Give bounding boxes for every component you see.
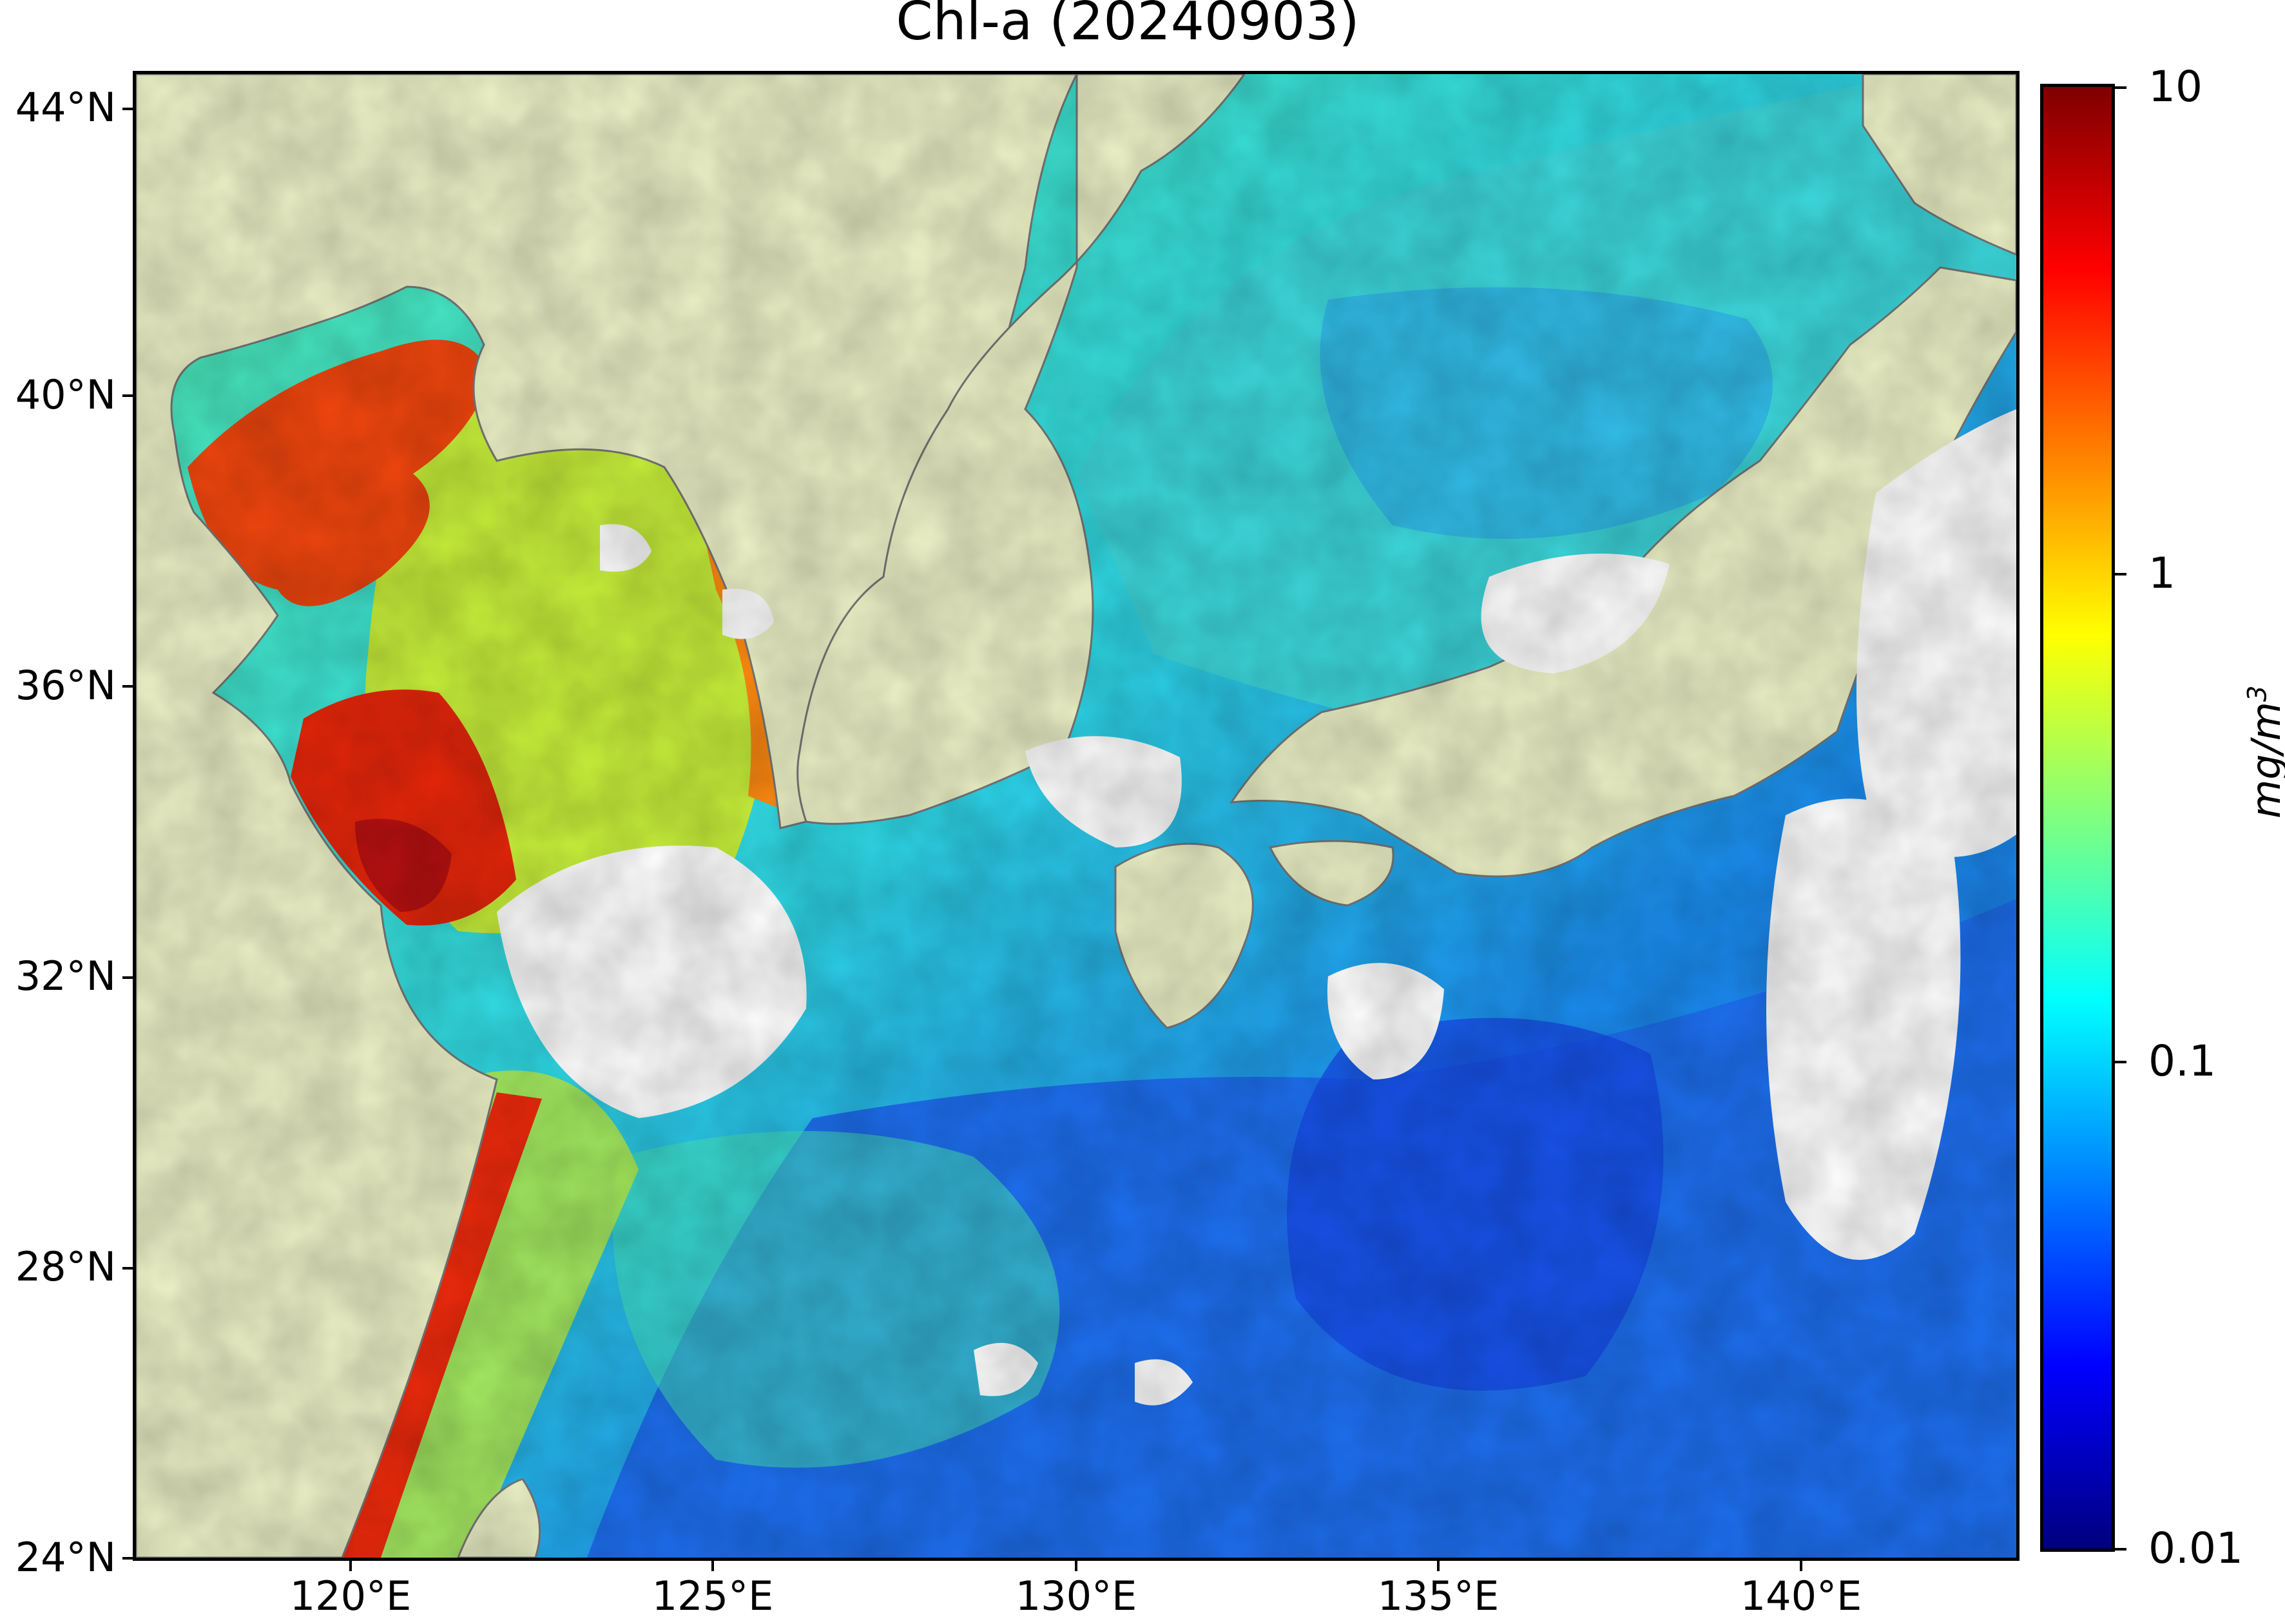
y-tick-mark (122, 108, 133, 110)
y-tick-label: 40°N (15, 371, 116, 418)
chart-title: Chl-a (20240903) (896, 0, 1360, 52)
x-tick-label: 125°E (651, 1572, 774, 1619)
colorbar-tick-mark (2115, 1548, 2126, 1551)
colorbar-tick-mark (2115, 1061, 2126, 1063)
colorbar-unit-label: mg/m3 (2242, 686, 2285, 819)
y-tick-label: 32°N (15, 952, 116, 1000)
map-frame[interactable] (133, 71, 2020, 1561)
y-tick-label: 44°N (15, 84, 116, 131)
colorbar-tick-mark (2115, 86, 2126, 89)
x-tick-label: 140°E (1740, 1572, 1862, 1619)
x-tick-label: 120°E (289, 1572, 412, 1619)
chlorophyll-map (136, 74, 2016, 1558)
x-tick-mark (711, 1561, 714, 1571)
x-tick-mark (1800, 1561, 1802, 1571)
colorbar-tick-mark (2115, 573, 2126, 575)
y-tick-label: 24°N (15, 1534, 116, 1581)
colorbar (2040, 84, 2115, 1552)
colorbar-tick-label: 0.01 (2148, 1523, 2243, 1573)
colorbar-unit-superscript: 3 (2242, 685, 2273, 702)
y-tick-mark (122, 685, 133, 688)
x-tick-label: 130°E (1015, 1572, 1137, 1619)
y-tick-label: 28°N (15, 1243, 116, 1290)
x-tick-mark (349, 1561, 352, 1571)
x-tick-mark (1075, 1561, 1077, 1571)
colorbar-tick-label: 10 (2148, 62, 2203, 111)
y-tick-mark (122, 1557, 133, 1560)
colorbar-tick-label: 0.1 (2148, 1036, 2216, 1086)
y-tick-label: 36°N (15, 662, 116, 709)
x-tick-mark (1437, 1561, 1440, 1571)
y-tick-mark (122, 394, 133, 397)
x-tick-label: 135°E (1377, 1572, 1499, 1619)
colorbar-unit-text: mg/m (2242, 701, 2285, 818)
colorbar-tick-label: 1 (2148, 548, 2175, 598)
y-tick-mark (122, 976, 133, 979)
y-tick-mark (122, 1267, 133, 1270)
